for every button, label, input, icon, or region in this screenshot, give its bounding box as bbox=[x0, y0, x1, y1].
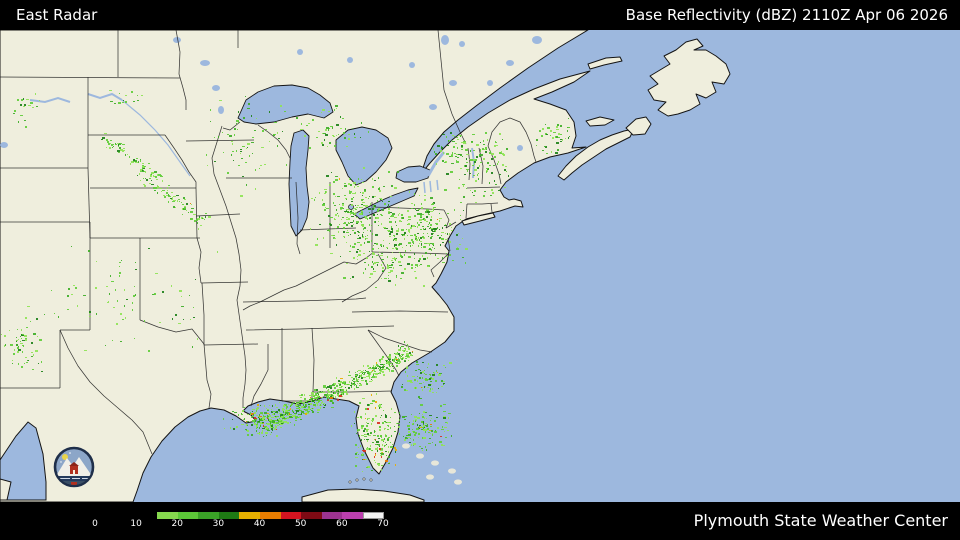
legend-segment-25-30 bbox=[198, 512, 219, 519]
legend-tick-40: 40 bbox=[253, 519, 266, 529]
radar-map-canvas[interactable] bbox=[0, 29, 960, 503]
credit-text: Plymouth State Weather Center bbox=[693, 511, 948, 530]
legend-segment-50-55 bbox=[301, 512, 322, 519]
legend-segment-65-70 bbox=[362, 512, 384, 519]
title-bar: East Radar Base Reflectivity (dBZ) 2110Z… bbox=[0, 0, 960, 30]
legend-tick-50: 50 bbox=[294, 519, 307, 529]
reflectivity-legend: 0 10 20 30 40 50 60 70 bbox=[0, 502, 620, 540]
legend-tick-60: 60 bbox=[336, 519, 348, 529]
legend-segment-35-40 bbox=[239, 512, 260, 519]
product-time-title: Base Reflectivity (dBZ) 2110Z Apr 06 202… bbox=[625, 6, 948, 24]
station-logo-icon bbox=[53, 446, 95, 488]
legend-segment-30-35 bbox=[218, 512, 240, 519]
legend-segment-15-20 bbox=[157, 512, 178, 519]
legend-tick-70: 70 bbox=[377, 519, 389, 529]
legend-colorbar bbox=[157, 512, 384, 519]
legend-tick-30: 30 bbox=[212, 519, 225, 529]
footer-bar: 0 10 20 30 40 50 60 70 Plymouth State Weather C… bbox=[0, 502, 960, 540]
legend-segment-45-50 bbox=[280, 512, 302, 519]
legend-segment-60-65 bbox=[342, 512, 363, 519]
legend-tick-10: 10 bbox=[130, 519, 142, 529]
legend-segment-40-45 bbox=[259, 512, 281, 519]
legend-segment-55-60 bbox=[321, 512, 343, 519]
legend-segment-20-25 bbox=[177, 512, 199, 519]
radar-site-title: East Radar bbox=[16, 6, 98, 24]
legend-tick-0: 0 bbox=[92, 519, 98, 529]
radar-map[interactable] bbox=[0, 29, 960, 503]
legend-tick-20: 20 bbox=[171, 519, 183, 529]
